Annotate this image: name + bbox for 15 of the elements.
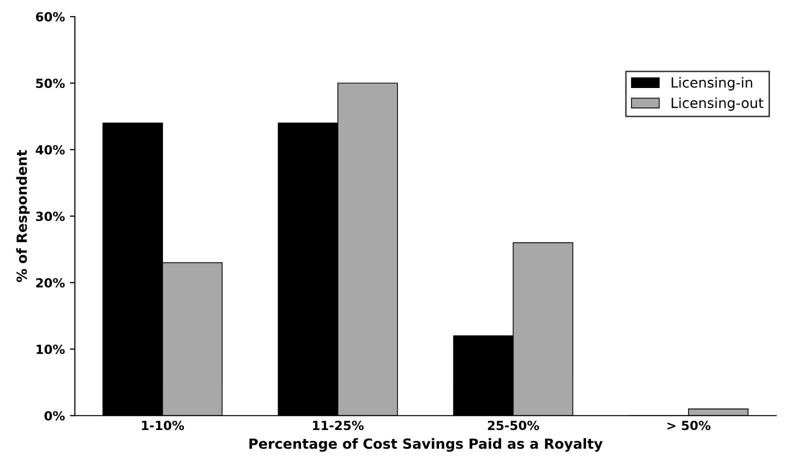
y-tick-label: 60% (36, 12, 65, 22)
legend-label: Licensing-out (672, 97, 764, 111)
y-tick-label: 30% (36, 212, 65, 222)
legend-label: Licensing-in (672, 77, 752, 90)
x-tick-label: > 50% (667, 420, 710, 430)
x-tick-label: 1-10% (142, 420, 184, 430)
y-tick-label: 0% (44, 411, 65, 421)
x-tick-label: 25-50% (488, 420, 540, 430)
y-tick-label: 20% (36, 278, 65, 288)
y-tick-label: 40% (36, 145, 65, 155)
y-tick-label: 10% (36, 344, 65, 354)
x-axis-title: Percentage of Cost Savings Paid as a Royalty (249, 438, 603, 452)
x-tick-label: 11-25% (313, 420, 364, 430)
y-tick-label: 50% (36, 78, 65, 88)
y-axis-title: % of Respondent (16, 150, 30, 282)
